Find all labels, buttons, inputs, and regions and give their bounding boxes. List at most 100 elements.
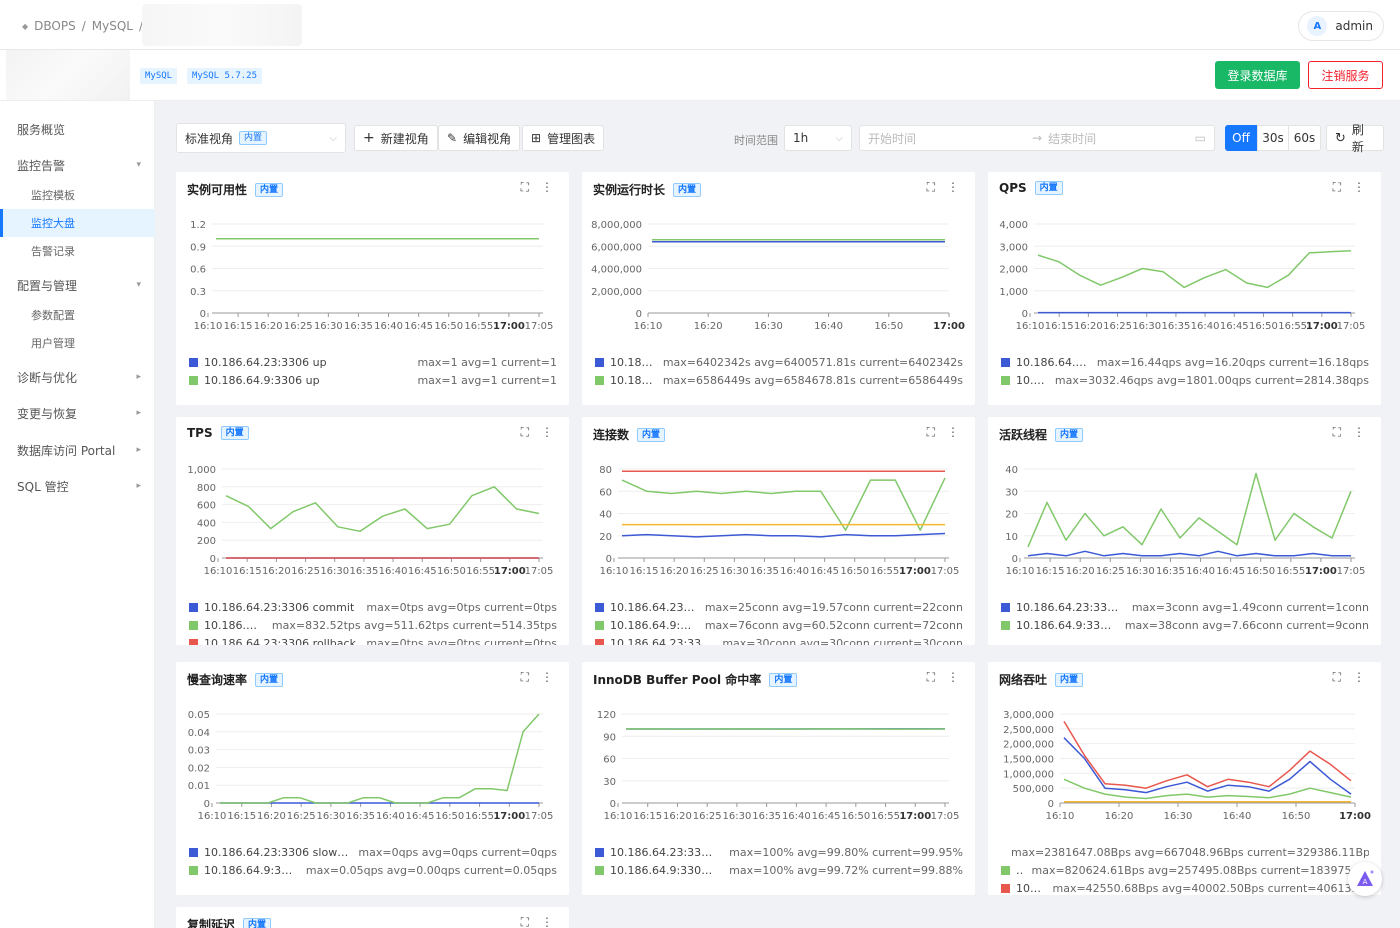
chart-plot: 4,000 3,000 2,000 1,000 016:10 16:15 16:20 16:2… <box>999 220 1365 332</box>
x-tick-label: 16:45 <box>810 566 839 577</box>
chart-title: 慢查询速率 内置 <box>187 671 284 688</box>
x-tick-label: 16:10 <box>1016 321 1045 332</box>
legend-item[interactable]: 10.186.64.23:3306 Thr… max=25conn avg=19.… <box>595 601 963 614</box>
sidebar-item-portal[interactable]: 数据库访问 Portal ▸ <box>0 436 155 464</box>
x-tick-label: 16:50 <box>1246 566 1275 577</box>
x-tick-label: 16:50 <box>841 811 870 822</box>
start-time-input[interactable]: 开始时间 <box>868 131 917 146</box>
fullscreen-icon[interactable]: ⛶ <box>926 180 935 194</box>
user-menu[interactable]: A admin <box>1298 11 1384 41</box>
login-database-button[interactable]: 登录数据库 <box>1215 61 1300 89</box>
legend-item[interactable]: 10.186.64.23:3306 up max=1 avg=1 current=… <box>189 356 557 369</box>
end-time-input[interactable]: 结束时间 <box>1048 131 1097 146</box>
legend-item[interactable]: 10.186.64.9:33… max=6586449s avg=6584678.… <box>595 374 963 387</box>
series-line <box>1063 721 1352 789</box>
more-icon[interactable]: ⋮ <box>1353 425 1365 439</box>
x-tick-label: 16:30 <box>1132 321 1161 332</box>
more-icon[interactable]: ⋮ <box>541 915 553 928</box>
new-view-button[interactable]: + 新建视角 <box>354 125 438 151</box>
x-tick-label: 17:00 <box>1306 321 1338 332</box>
fullscreen-icon[interactable]: ⛶ <box>1332 425 1341 439</box>
y-tick-label: 30 <box>603 777 616 788</box>
more-icon[interactable]: ⋮ <box>541 670 553 684</box>
legend-item[interactable]: 10.1…max=2381647.08Bps avg=667048.96Bps … <box>1001 846 1369 859</box>
sidebar-item-label: 诊断与优化 <box>17 370 78 385</box>
more-icon[interactable]: ⋮ <box>541 425 553 439</box>
x-tick-label: 17:05 <box>1337 566 1366 577</box>
manage-charts-button[interactable]: ⊞ 管理图表 <box>522 125 605 151</box>
legend-swatch <box>595 376 604 385</box>
legend-item[interactable]: 10.186.64.23:3306 commit max=0tps avg=0tp… <box>189 601 557 614</box>
x-tick-label: 16:10 <box>604 811 633 822</box>
legend-item[interactable]: 10.186.64.9:3306 Thre… max=76conn avg=60.… <box>595 619 963 632</box>
breadcrumb-item-dbops[interactable]: DBOPS <box>34 19 76 33</box>
sidebar-item-changes[interactable]: 变更与恢复 ▸ <box>0 399 155 427</box>
sidebar-item-alerts[interactable]: 告警记录 <box>0 237 155 265</box>
sidebar-item-templates[interactable]: 监控模板 <box>0 181 155 209</box>
legend-item[interactable]: 10.186.64.23:3306 QPS max=16.44qps avg=16… <box>1001 356 1369 369</box>
legend-swatch <box>189 358 198 367</box>
more-icon[interactable]: ⋮ <box>947 670 959 684</box>
fullscreen-icon[interactable]: ⛶ <box>520 180 529 194</box>
refresh-button[interactable]: ↻ 刷新 <box>1326 123 1384 154</box>
sidebar-item-label: 监控告警 <box>17 158 66 173</box>
refresh-30s-option[interactable]: 30s <box>1257 125 1289 151</box>
refresh-60s-option[interactable]: 60s <box>1289 125 1321 151</box>
fullscreen-icon[interactable]: ⛶ <box>1332 180 1341 194</box>
edit-view-button[interactable]: ✎ 编辑视角 <box>438 125 521 151</box>
y-tick-label: 1,500,000 <box>1003 755 1054 766</box>
fullscreen-icon[interactable]: ⛶ <box>520 915 529 928</box>
fullscreen-icon[interactable]: ⛶ <box>926 670 935 684</box>
view-select[interactable]: 标准视角 内置 ⌵ <box>176 123 346 153</box>
legend-swatch <box>189 866 198 875</box>
more-icon[interactable]: ⋮ <box>541 180 553 194</box>
chart-title-text: 连接数 <box>593 428 630 442</box>
more-icon[interactable]: ⋮ <box>1353 670 1365 684</box>
more-icon[interactable]: ⋮ <box>1353 180 1365 194</box>
sidebar-item-monitoring[interactable]: 监控告警 ▾ <box>0 151 155 179</box>
legend-item[interactable]: 10.186.6… max=42550.68Bps avg=40002.50Bps… <box>1001 882 1369 895</box>
chevron-right-icon: ▸ <box>136 372 141 382</box>
fullscreen-icon[interactable]: ⛶ <box>926 425 935 439</box>
sidebar-item-overview[interactable]: 服务概览 <box>0 115 155 143</box>
x-tick-label: 16:30 <box>720 566 749 577</box>
y-tick-label: 1.2 <box>190 220 206 231</box>
chart-panel: 活跃线程 内置 ⛶ ⋮ 40 30 20 10 0 16:10 16:15 16:20 16:2… <box>988 417 1381 645</box>
sidebar-item-users[interactable]: 用户管理 <box>0 329 155 357</box>
legend-item[interactable]: 10.186.64.23:3306 Threads… max=3conn avg=… <box>1001 601 1369 614</box>
more-icon[interactable]: ⋮ <box>947 180 959 194</box>
legend-item[interactable]: 10.18… max=820624.61Bps avg=257495.08Bps … <box>1001 864 1369 877</box>
more-icon[interactable]: ⋮ <box>947 425 959 439</box>
fullscreen-icon[interactable]: ⛶ <box>520 425 529 439</box>
legend-item[interactable]: 10.186.64.23:3306 hit_rate max=100% avg=9… <box>595 846 963 859</box>
sidebar-item-sql[interactable]: SQL 管控 ▸ <box>0 472 155 500</box>
x-tick-label: 16:25 <box>690 566 719 577</box>
legend-item[interactable]: 10.186.64.9:3306 hit_rate max=100% avg=99… <box>595 864 963 877</box>
legend-item[interactable]: 10.186.64.9:3306 … max=832.52tps avg=511.… <box>189 619 557 632</box>
builtin-badge: 内置 <box>769 672 798 687</box>
refresh-off-option[interactable]: Off <box>1225 125 1257 151</box>
sidebar-item-diagnosis[interactable]: 诊断与优化 ▸ <box>0 363 155 391</box>
chart-title: InnoDB Buffer Pool 命中率 内置 <box>593 671 798 688</box>
time-range-value: 1h <box>793 131 809 145</box>
legend-item[interactable]: 10.186.64.23:3306 Max… max=30conn avg=30c… <box>595 637 963 645</box>
legend-item[interactable]: 10.186.64.9:3306 Thread… max=38conn avg=7… <box>1001 619 1369 632</box>
fullscreen-icon[interactable]: ⛶ <box>520 670 529 684</box>
sidebar-item-dashboard[interactable]: 监控大盘 <box>0 209 155 237</box>
builtin-badge: 内置 <box>673 182 702 197</box>
legend-item[interactable]: 10.186.64.23:3306 slow_queries max=0qps a… <box>189 846 557 859</box>
legend-item[interactable]: 10.186.64.9:3… max=3032.46qps avg=1801.00… <box>1001 374 1369 387</box>
legend-item[interactable]: 10.186.64.9:3306 slow_… max=0.05qps avg=0… <box>189 864 557 877</box>
sidebar-item-config[interactable]: 配置与管理 ▾ <box>0 271 155 299</box>
fullscreen-icon[interactable]: ⛶ <box>1332 670 1341 684</box>
breadcrumb-item-mysql[interactable]: MySQL <box>91 19 133 33</box>
x-tick-label: 16:45 <box>408 566 437 577</box>
date-range-picker[interactable]: 开始时间 → 结束时间 ▭ <box>859 125 1215 151</box>
assistant-fab[interactable]: A <box>1348 862 1382 896</box>
deregister-service-button[interactable]: 注销服务 <box>1308 61 1383 89</box>
sidebar-item-params[interactable]: 参数配置 <box>0 301 155 329</box>
legend-item[interactable]: 10.186.64.9:3306 up max=1 avg=1 current=1 <box>189 374 557 387</box>
legend-item[interactable]: 10.186.64.23:3306 rollback max=0tps avg=0… <box>189 637 557 645</box>
time-range-select[interactable]: 1h ⌵ <box>784 125 852 151</box>
legend-item[interactable]: 10.186.64.23:33… max=6402342s avg=6400571… <box>595 356 963 369</box>
